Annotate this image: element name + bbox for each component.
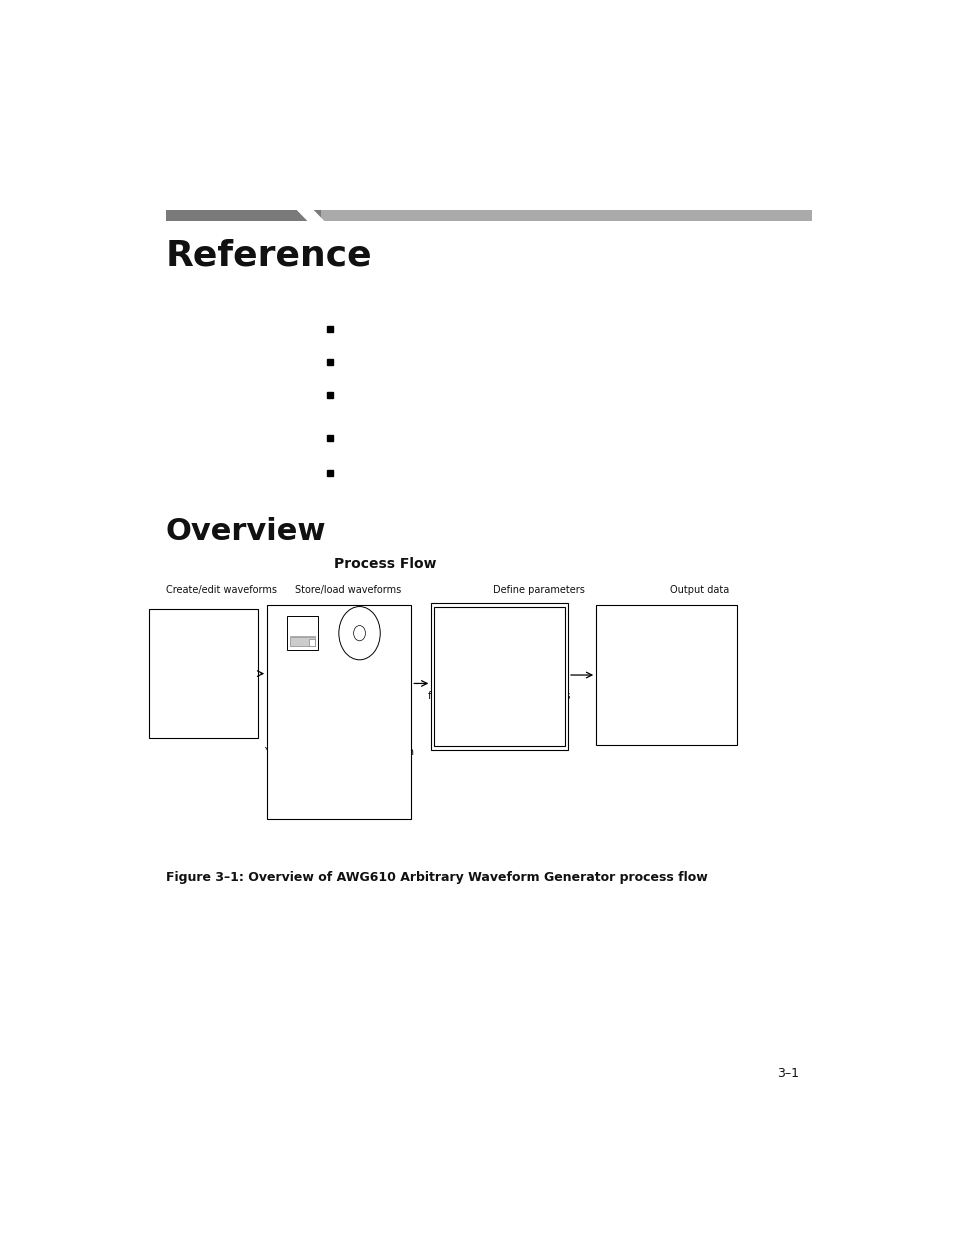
Text: 3–1: 3–1 <box>777 1067 799 1081</box>
Circle shape <box>354 626 365 641</box>
Text: Output can be started from
the front panel (RUN,
FORCE TRIGGER and
FORCE EVENT b: Output can be started from the front pan… <box>598 645 734 705</box>
FancyArrowPatch shape <box>570 672 591 678</box>
FancyArrowPatch shape <box>414 680 427 687</box>
Circle shape <box>338 606 380 659</box>
Text: Reference: Reference <box>166 238 372 273</box>
Text: Set output, run mode and
trigger event parameters
from the SETUP menu.

You can : Set output, run mode and trigger event p… <box>428 626 570 726</box>
Bar <box>309 638 314 646</box>
Text: Figure 3–1: Overview of AWG610 Arbitrary Waveform Generator process flow: Figure 3–1: Overview of AWG610 Arbitrary… <box>166 871 707 884</box>
Text: Create and edit
waveforms and
sequences using
editors in the
EDIT menu.: Create and edit waveforms and sequences … <box>161 643 245 704</box>
Bar <box>149 609 258 737</box>
Bar <box>596 605 736 746</box>
Bar <box>267 605 411 819</box>
Bar <box>290 637 314 646</box>
Text: Output data: Output data <box>669 585 728 595</box>
Bar <box>434 606 564 746</box>
Bar <box>431 603 567 750</box>
Polygon shape <box>296 210 324 221</box>
Text: Process Flow: Process Flow <box>334 557 436 571</box>
Text: Overview: Overview <box>166 517 326 546</box>
Bar <box>166 210 811 221</box>
Bar <box>166 210 321 221</box>
Bar <box>287 616 317 651</box>
Text: Create/edit waveforms: Create/edit waveforms <box>166 585 276 595</box>
Text: Store/load waveforms: Store/load waveforms <box>294 585 401 595</box>
Text: Define parameters: Define parameters <box>492 585 584 595</box>
Text: You can also import waveform
and pattern data from an
oscilloscope, data generat: You can also import waveform and pattern… <box>264 747 414 809</box>
Text: You must store waveforms,
patterns, or sequences to a
file before you can output: You must store waveforms, patterns, or s… <box>267 664 411 739</box>
FancyArrowPatch shape <box>257 671 263 677</box>
